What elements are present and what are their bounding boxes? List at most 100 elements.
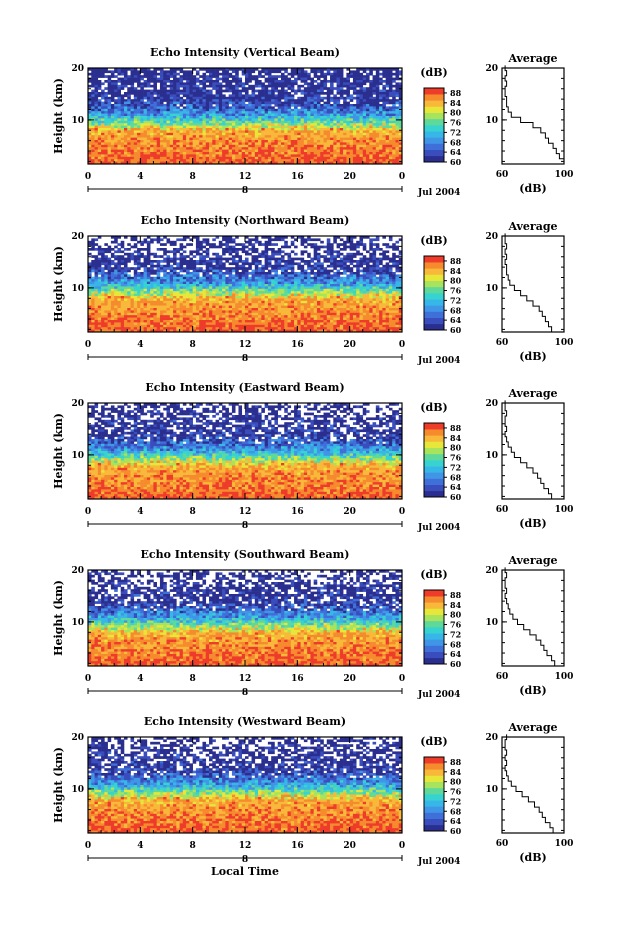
heatmap-cell	[98, 99, 102, 102]
heatmap-cell	[189, 99, 193, 102]
heatmap-cell	[245, 241, 249, 244]
heatmap-cell	[189, 154, 193, 157]
heatmap-cell	[376, 270, 380, 273]
heatmap-cell	[291, 150, 295, 153]
heatmap-cell	[376, 238, 380, 241]
heatmap-cell	[265, 253, 269, 256]
heatmap-cell	[304, 73, 308, 76]
heatmap-cell	[382, 145, 386, 148]
heatmap-cell	[216, 114, 220, 117]
heatmap-cell	[327, 157, 331, 160]
heatmap-cell	[297, 147, 301, 150]
heatmap-cell	[258, 274, 262, 277]
heatmap-cell	[265, 265, 269, 268]
heatmap-cell	[114, 272, 118, 275]
heatmap-cell	[301, 118, 305, 121]
heatmap-cell	[196, 73, 200, 76]
heatmap-cell	[124, 104, 128, 107]
heatmap-cell	[317, 159, 321, 162]
heatmap-cell	[317, 70, 321, 73]
heatmap-cell	[121, 80, 125, 83]
heatmap-cell	[170, 135, 174, 138]
heatmap-cell	[317, 272, 321, 275]
heatmap-cell	[373, 128, 377, 131]
heatmap-cell	[144, 135, 148, 138]
heatmap-cell	[324, 274, 328, 277]
heatmap-cell	[297, 133, 301, 136]
heatmap-cell	[91, 138, 95, 141]
heatmap-cell	[373, 104, 377, 107]
heatmap-cell	[216, 94, 220, 97]
heatmap-cell	[180, 82, 184, 85]
heatmap-cell	[248, 104, 252, 107]
heatmap-cell	[353, 82, 357, 85]
heatmap-cell	[366, 135, 370, 138]
heatmap-cell	[314, 111, 318, 114]
heatmap-cell	[238, 150, 242, 153]
heatmap-cell	[167, 80, 171, 83]
heatmap-cell	[373, 145, 377, 148]
heatmap-cell	[317, 274, 321, 277]
heatmap-cell	[274, 114, 278, 117]
heatmap-cell	[180, 243, 184, 246]
heatmap-cell	[176, 152, 180, 155]
heatmap-cell	[180, 159, 184, 162]
heatmap-cell	[157, 238, 161, 241]
heatmap-cell	[278, 90, 282, 93]
heatmap-cell	[324, 123, 328, 126]
heatmap-cell	[160, 142, 164, 145]
heatmap-cell	[173, 85, 177, 88]
heatmap-cell	[101, 97, 105, 100]
heatmap-cell	[373, 258, 377, 261]
heatmap-cell	[366, 104, 370, 107]
heatmap-cell	[386, 82, 390, 85]
heatmap-cell	[157, 130, 161, 133]
heatmap-cell	[265, 157, 269, 160]
heatmap-cell	[294, 138, 298, 141]
heatmap-cell	[114, 87, 118, 90]
heatmap-cell	[212, 80, 216, 83]
heatmap-cell	[212, 94, 216, 97]
heatmap-cell	[294, 114, 298, 117]
heatmap-cell	[343, 279, 347, 282]
heatmap-cell	[271, 274, 275, 277]
heatmap-cell	[206, 277, 210, 280]
heatmap-cell	[278, 152, 282, 155]
heatmap-cell	[189, 265, 193, 268]
heatmap-cell	[363, 97, 367, 100]
heatmap-cell	[173, 150, 177, 153]
heatmap-cell	[160, 140, 164, 143]
heatmap-cell	[153, 157, 157, 160]
heatmap-cell	[343, 243, 347, 246]
heatmap-cell	[297, 123, 301, 126]
heatmap-cell	[235, 265, 239, 268]
heatmap-cell	[333, 70, 337, 73]
heatmap-cell	[193, 255, 197, 258]
heatmap-cell	[304, 279, 308, 282]
heatmap-cell	[301, 159, 305, 162]
heatmap-cell	[183, 70, 187, 73]
heatmap-cell	[216, 274, 220, 277]
heatmap-cell	[245, 140, 249, 143]
heatmap-cell	[111, 130, 115, 133]
heatmap-cell	[330, 128, 334, 131]
heatmap-cell	[140, 272, 144, 275]
heatmap-cell	[382, 150, 386, 153]
heatmap-cell	[219, 159, 223, 162]
heatmap-cell	[140, 109, 144, 112]
heatmap-cell	[284, 82, 288, 85]
heatmap-cell	[222, 73, 226, 76]
heatmap-cell	[304, 97, 308, 100]
heatmap-cell	[206, 274, 210, 277]
heatmap-cell	[288, 128, 292, 131]
heatmap-cell	[216, 82, 220, 85]
heatmap-cell	[265, 272, 269, 275]
heatmap-cell	[288, 159, 292, 162]
heatmap-cell	[153, 118, 157, 121]
heatmap-cell	[196, 126, 200, 129]
heatmap-cell	[359, 238, 363, 241]
heatmap-cell	[389, 109, 393, 112]
heatmap-cell	[173, 104, 177, 107]
heatmap-cell	[104, 159, 108, 162]
heatmap-cell	[235, 114, 239, 117]
